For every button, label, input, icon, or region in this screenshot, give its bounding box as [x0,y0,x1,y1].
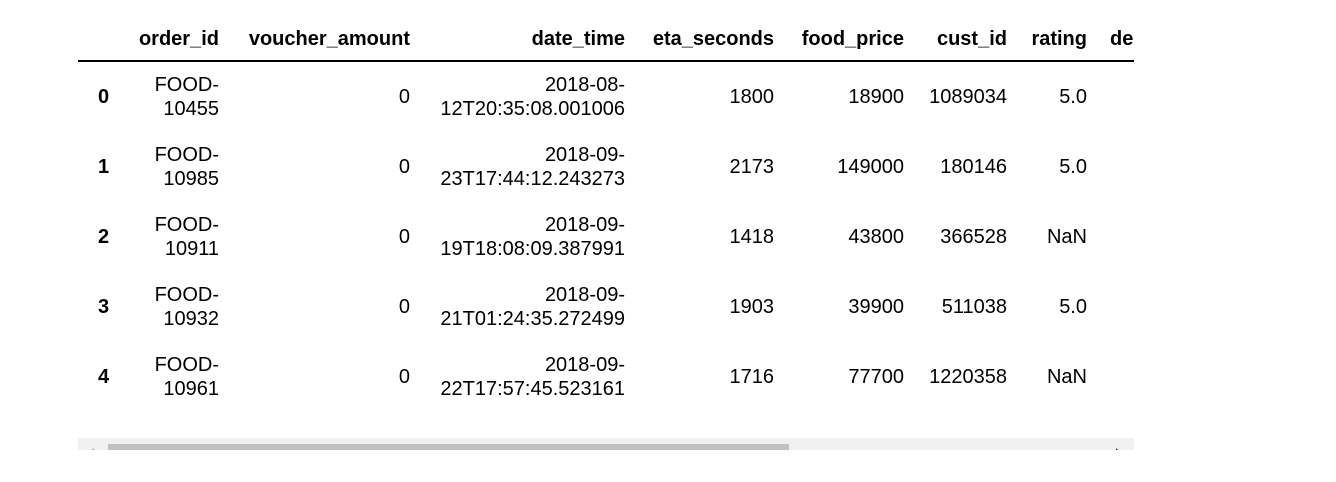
cust-id-cell: 1089034 [929,86,1007,108]
header-date-time: date_time [410,18,625,62]
order-id-cell: FOOD- 10932 [154,284,219,330]
rating-cell: 5.0 [1059,156,1087,178]
voucher-amount-cell: 0 [398,226,410,248]
date-time-cell: 2018-09- 22T17:57:45.523161 [440,354,625,400]
dataframe-output: order_id voucher_amount date_time eta_se… [78,18,1134,450]
de-cell [1087,272,1134,342]
eta-seconds-cell: 2173 [729,156,775,178]
row-index: 1 [98,156,110,178]
date-time-cell: 2018-09- 19T18:08:09.387991 [440,214,625,260]
food-price-cell: 149000 [837,156,904,178]
date-time-cell: 2018-09- 23T17:44:12.243273 [440,144,625,190]
table-row: 1 FOOD- 10985 0 2018-09- 23T17:44:12.24327… [78,132,1134,202]
eta-seconds-cell: 1903 [729,296,775,318]
de-cell [1087,132,1134,202]
date-time-cell: 2018-09- 21T01:24:35.272499 [440,284,625,330]
food-price-cell: 77700 [848,366,904,388]
rating-cell: NaN [1046,226,1087,248]
cust-id-cell: 1220358 [929,366,1007,388]
voucher-amount-cell: 0 [398,366,410,388]
eta-seconds-cell: 1418 [729,226,775,248]
header-voucher-amount: voucher_amount [219,18,410,62]
row-index: 4 [98,366,110,388]
de-cell [1087,342,1134,412]
eta-seconds-cell: 1716 [729,366,775,388]
header-cust-id: cust_id [904,18,1007,62]
de-cell [1087,61,1134,132]
food-price-cell: 43800 [848,226,904,248]
order-id-cell: FOOD- 10961 [154,354,219,400]
food-price-cell: 39900 [848,296,904,318]
scrollbar-thumb[interactable] [108,444,789,450]
header-food-price: food_price [774,18,904,62]
table-row: 0 FOOD- 10455 0 2018-08- 12T20:35:08.00100… [78,61,1134,132]
table-viewport: order_id voucher_amount date_time eta_se… [78,18,1134,416]
scroll-left-arrow-icon[interactable] [88,448,94,450]
rating-cell: 5.0 [1059,86,1087,108]
dataframe-table: order_id voucher_amount date_time eta_se… [78,18,1134,412]
header-row: order_id voucher_amount date_time eta_se… [78,18,1134,62]
scroll-right-arrow-icon[interactable] [1116,448,1122,450]
table-row: 4 FOOD- 10961 0 2018-09- 22T17:57:45.52316… [78,342,1134,412]
order-id-cell: FOOD- 10911 [154,214,219,260]
table-row: 3 FOOD- 10932 0 2018-09- 21T01:24:35.27249… [78,272,1134,342]
header-de-truncated: de [1087,18,1134,62]
order-id-cell: FOOD- 10455 [154,74,219,120]
rating-cell: NaN [1046,366,1087,388]
table-row: 2 FOOD- 10911 0 2018-09- 19T18:08:09.38799… [78,202,1134,272]
horizontal-scrollbar[interactable] [78,438,1134,450]
header-rating: rating [1007,18,1087,62]
row-index: 2 [98,226,110,248]
row-index: 3 [98,296,110,318]
rating-cell: 5.0 [1059,296,1087,318]
row-index: 0 [98,86,110,108]
header-order-id: order_id [132,18,219,62]
food-price-cell: 18900 [848,86,904,108]
voucher-amount-cell: 0 [398,156,410,178]
date-time-cell: 2018-08- 12T20:35:08.001006 [440,74,625,120]
header-index [78,18,132,62]
cust-id-cell: 511038 [941,296,1007,318]
order-id-cell: FOOD- 10985 [154,144,219,190]
eta-seconds-cell: 1800 [729,86,775,108]
voucher-amount-cell: 0 [398,296,410,318]
cust-id-cell: 366528 [940,226,1007,248]
cust-id-cell: 180146 [940,156,1007,178]
header-eta-seconds: eta_seconds [625,18,774,62]
de-cell [1087,202,1134,272]
voucher-amount-cell: 0 [398,86,410,108]
